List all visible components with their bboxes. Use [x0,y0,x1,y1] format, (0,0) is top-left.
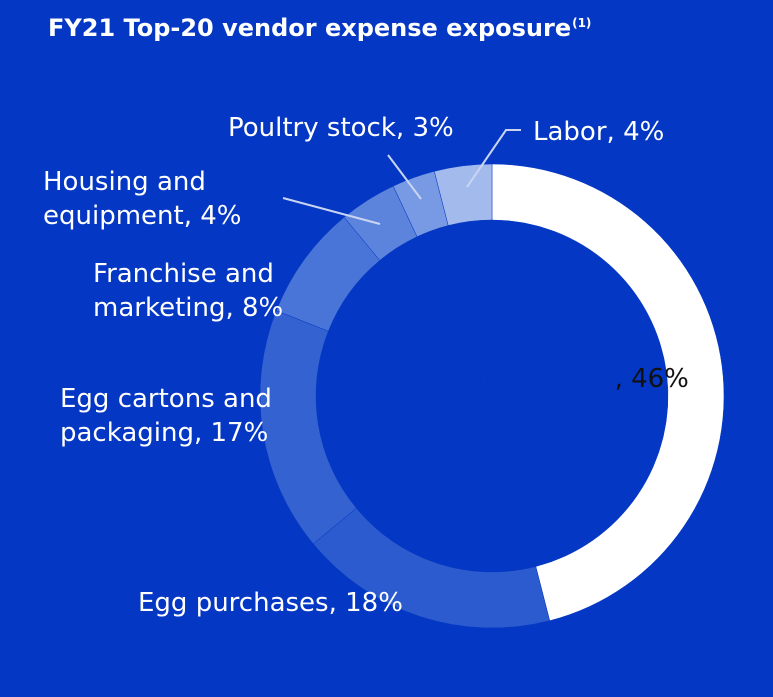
slice-label-egg-cartons: Egg cartons and packaging, 17% [60,384,272,448]
leader-line-labor [466,129,521,188]
slice-label-franchise: Franchise and marketing, 8% [93,259,284,323]
slice-feed-ingredients [491,163,725,622]
slice-label-poultry-stock: Poultry stock, 3% [228,113,454,143]
leader-line-housing [282,197,381,225]
leader-line-poultry-stock [387,154,422,200]
chart-title: FY21 Top-20 vendor expense exposure(1) [48,14,592,42]
slice-label-egg-purchases: Egg purchases, 18% [138,588,403,618]
slice-label-housing: Housing and equipment, 4% [43,167,242,231]
slice-label-labor: Labor, 4% [533,117,665,147]
slice-label-feed-ingredients: Feed ingredients, 46% [398,364,689,394]
slice-egg-cartons [259,310,357,545]
title-footnote: (1) [572,16,592,30]
slice-labor [433,163,493,226]
